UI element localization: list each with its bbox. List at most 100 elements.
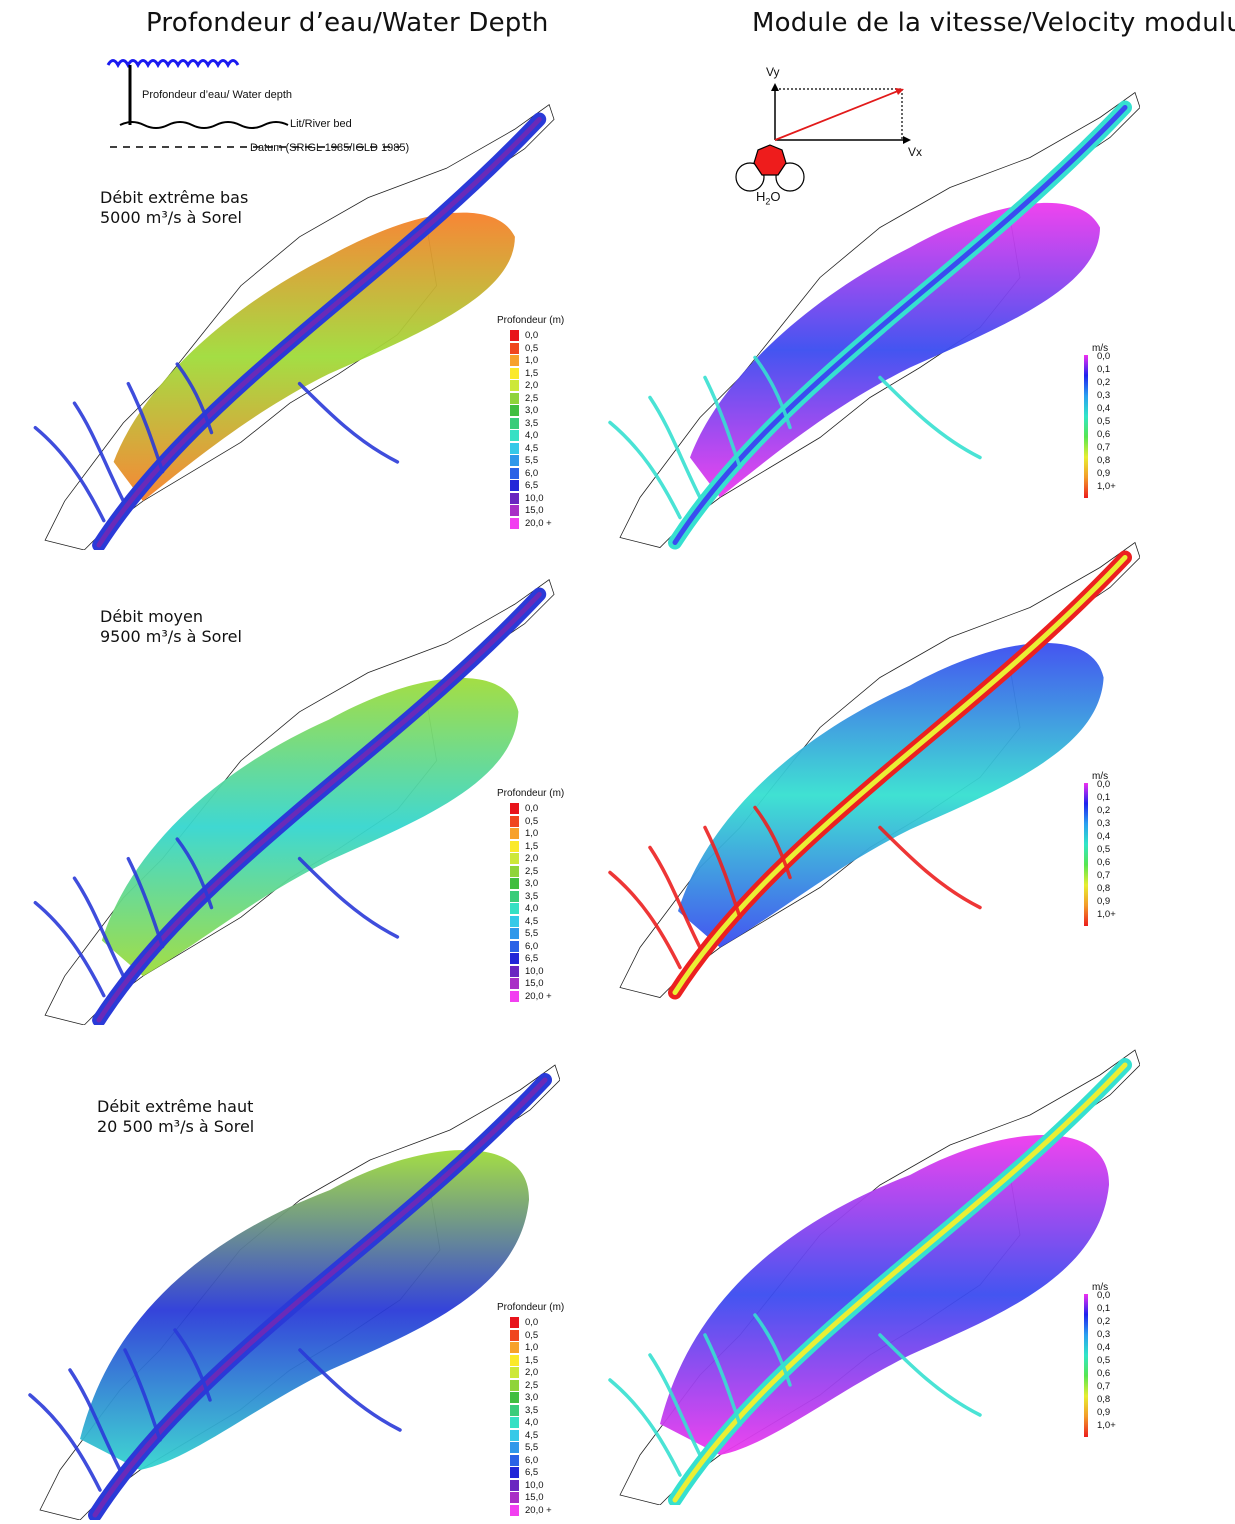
- velocity-legend-low: m/s 0,0 0,1 0,2 0,3 0,4 0,5 0,6 0,7 0,8 0,9 1,0+: [1084, 343, 1144, 503]
- depth-legend-swatch: [510, 455, 519, 466]
- lake-surface: [80, 1150, 530, 1470]
- velocity-legend-label: 0,4: [1097, 831, 1111, 842]
- depth-legend-label: 1,0: [525, 1342, 539, 1353]
- depth-legend-swatch: [510, 355, 519, 366]
- depth-legend-swatch: [510, 517, 519, 529]
- scenario-low-line1: Débit extrême bas: [100, 188, 249, 207]
- depth-legend-label: 0,0: [525, 1317, 539, 1328]
- depth-legend-label: 5,5: [525, 928, 539, 939]
- depth-legend-label: 4,5: [525, 442, 539, 454]
- velocity-legend-label: 1,0+: [1097, 481, 1116, 492]
- channel-thalweg: [672, 1062, 1128, 1503]
- depth-legend-label: 4,0: [525, 1417, 539, 1428]
- depth-legend-swatch: [510, 953, 519, 964]
- depth-legend-label: 1,0: [525, 828, 539, 839]
- depth-legend-swatch: [510, 815, 519, 827]
- depth-legend-swatch: [510, 978, 519, 989]
- depth-legend-label: 20,0 +: [525, 1504, 552, 1516]
- velocity-legend-mean: m/s 0,0 0,1 0,2 0,3 0,4 0,5 0,6 0,7 0,8 0,9 1,0+: [1084, 771, 1144, 931]
- side-channel: [297, 381, 400, 464]
- side-channel: [72, 401, 126, 503]
- velocity-legend-title: m/s: [1092, 1282, 1109, 1293]
- depth-legend-swatch: [510, 1504, 519, 1516]
- velocity-legend-label: 0,0: [1097, 351, 1111, 362]
- velocity-schematic: Vy Vx H2O: [730, 65, 930, 207]
- depth-legend-swatch: [510, 940, 519, 952]
- depth-map-high: [0, 1050, 560, 1520]
- depth-legend-swatch: [510, 342, 519, 354]
- depth-legend-swatch: [510, 330, 519, 341]
- depth-legend-swatch: [510, 492, 519, 504]
- h2o-h: H: [756, 189, 766, 204]
- depth-legend-title: Profondeur (m): [497, 788, 565, 799]
- velocity-colorbar: [1084, 355, 1088, 498]
- scenario-high-line2: 20 500 m³/s à Sorel: [97, 1117, 255, 1136]
- depth-legend-swatch: [510, 1317, 519, 1328]
- side-channel: [753, 1313, 792, 1387]
- depth-legend-swatch: [510, 1492, 519, 1503]
- depth-legend-label: 15,0: [525, 978, 544, 989]
- side-channel: [648, 1353, 702, 1457]
- depth-legend-label: 2,5: [525, 865, 539, 877]
- side-channel: [173, 1328, 212, 1402]
- vx-label: Vx: [908, 145, 923, 159]
- velocity-legend-label: 0,9: [1097, 1407, 1111, 1418]
- depth-legend-swatch: [510, 1367, 519, 1378]
- side-channel: [703, 375, 742, 470]
- depth-legend-swatch: [510, 442, 519, 454]
- velocity-map-graphic: [608, 91, 1140, 550]
- depth-legend-label: 6,0: [525, 1454, 539, 1466]
- velocity-column-title: Module de la vitesse/Velocity modulus: [752, 8, 1235, 38]
- depth-legend-label: 0,5: [525, 1329, 539, 1341]
- depth-legend-mean: Profondeur (m) 0,0 0,5 1,0 1,5 2,0 2,5 3,0 3,5 4,…: [497, 788, 567, 1003]
- depth-legend-label: 20,0 +: [525, 517, 552, 529]
- velocity-legend-label: 0,1: [1097, 792, 1111, 803]
- velocity-map-high: [580, 1035, 1140, 1505]
- velocity-map-graphic: [608, 541, 1140, 1000]
- depth-legend-swatch: [510, 915, 519, 927]
- side-channel: [878, 825, 982, 910]
- side-channel: [126, 856, 165, 949]
- vy-label: Vy: [766, 65, 780, 79]
- depth-schematic-graphic: [106, 59, 400, 148]
- depth-legend-swatch: [510, 990, 519, 1002]
- velocity-legend-label: 0,4: [1097, 1342, 1111, 1353]
- velocity-colorbar: [1084, 1294, 1088, 1437]
- velocity-legend-label: 0,6: [1097, 1368, 1111, 1379]
- side-channel: [608, 420, 682, 520]
- depth-legend-label: 3,5: [525, 1404, 539, 1416]
- side-channel: [175, 837, 214, 910]
- velocity-legend-label: 0,1: [1097, 364, 1111, 375]
- depth-legend-label: 3,0: [525, 878, 539, 889]
- depth-legend-title: Profondeur (m): [497, 1302, 565, 1313]
- side-channel: [608, 870, 682, 970]
- depth-map-graphic: [28, 1064, 560, 1520]
- datum-label: Datum (SRIGL 1985/IGLD 1985): [250, 142, 410, 154]
- side-channel: [878, 1333, 982, 1417]
- channel-thalweg: [96, 116, 542, 548]
- side-channel: [297, 856, 400, 939]
- depth-legend-label: 1,5: [525, 1354, 539, 1366]
- velocity-legend-label: 0,2: [1097, 805, 1111, 816]
- depth-legend-label: 15,0: [525, 1492, 544, 1503]
- depth-legend-swatch: [510, 467, 519, 479]
- side-channel: [298, 1348, 402, 1432]
- depth-legend-label: 1,0: [525, 355, 539, 366]
- velocity-legend-label: 0,8: [1097, 883, 1111, 894]
- velocity-legend-label: 0,7: [1097, 442, 1111, 453]
- depth-legend-label: 0,5: [525, 342, 539, 354]
- velocity-legend-label: 0,5: [1097, 844, 1111, 855]
- water-depth-label: Profondeur d’eau/ Water depth: [142, 89, 293, 101]
- depth-legend-label: 2,5: [525, 1379, 539, 1391]
- depth-legend-swatch: [510, 1342, 519, 1353]
- depth-legend-label: 4,0: [525, 903, 539, 914]
- velocity-legend-label: 0,7: [1097, 870, 1111, 881]
- side-channel: [648, 845, 702, 950]
- channel-thalweg: [672, 105, 1128, 545]
- depth-legend-swatch: [510, 1379, 519, 1391]
- velocity-legend-label: 1,0+: [1097, 909, 1116, 920]
- velocity-legend-label: 0,0: [1097, 1290, 1111, 1301]
- depth-legend-swatch: [510, 430, 519, 441]
- depth-legend-swatch: [510, 828, 519, 839]
- depth-map-graphic: [33, 579, 555, 1025]
